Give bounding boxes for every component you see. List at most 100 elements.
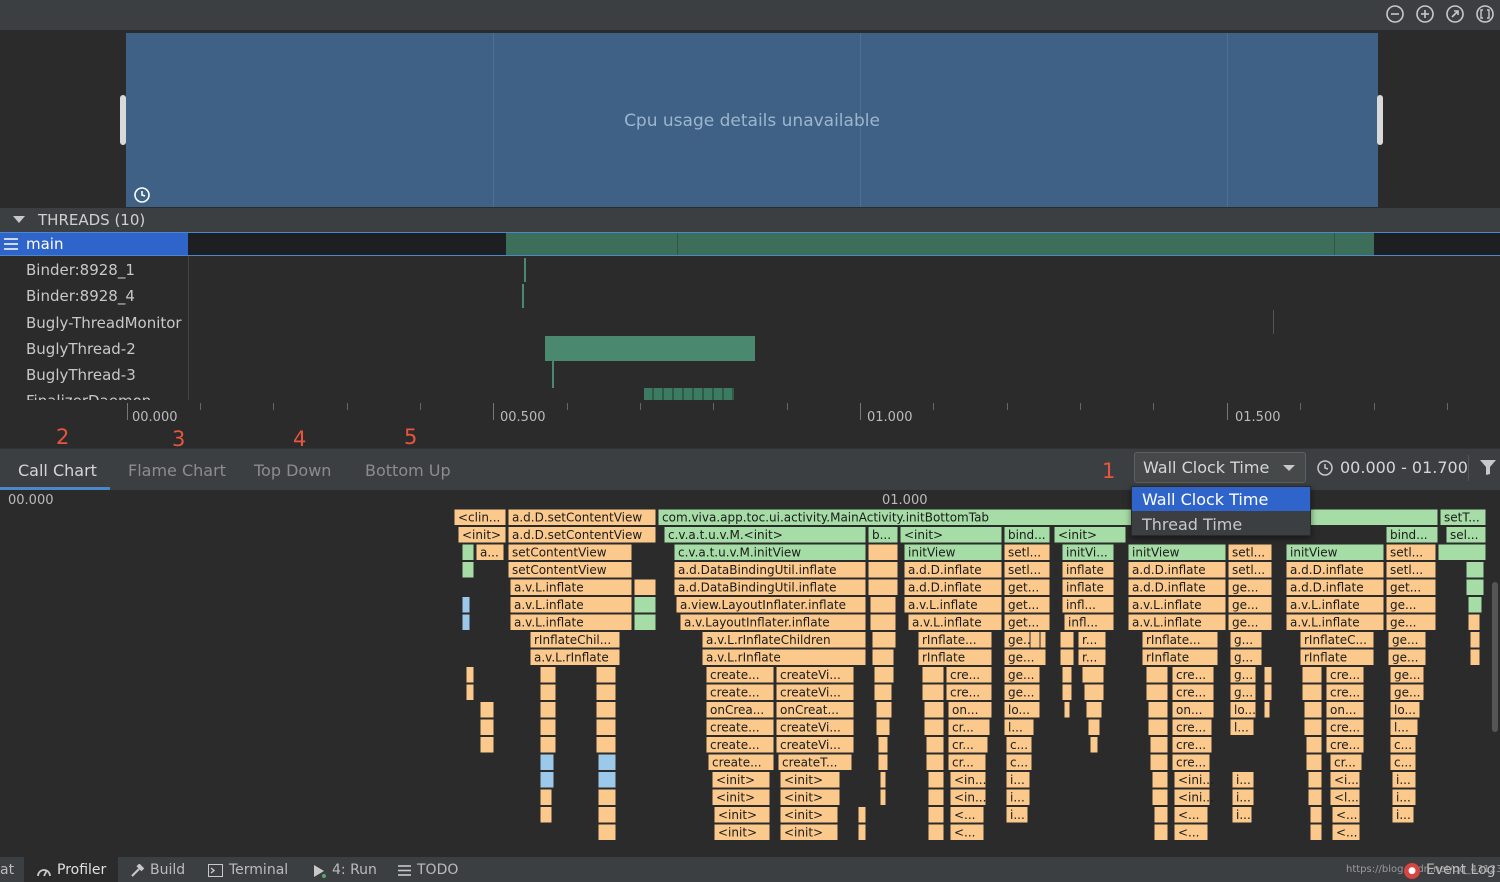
call-frame-rect[interactable] [1385,543,1437,561]
call-frame-rect[interactable] [1003,666,1041,684]
call-frame-rect[interactable] [1085,701,1103,719]
call-frame-rect[interactable] [711,788,771,806]
call-frame[interactable] [597,788,617,806]
call-frame[interactable] [1263,666,1273,684]
call-frame-rect[interactable] [539,753,555,771]
call-frame-rect[interactable] [927,806,945,824]
call-frame[interactable] [1303,718,1323,736]
call-frame[interactable] [1145,683,1169,701]
thread-label[interactable]: Binder:8928_4 [26,287,135,305]
call-frame[interactable]: createVi... [775,736,855,754]
call-frame[interactable] [1303,701,1323,719]
call-frame[interactable]: r... [1077,631,1107,649]
call-frame[interactable] [1063,701,1071,719]
call-frame-rect[interactable] [1061,543,1115,561]
call-frame-rect[interactable] [903,578,1003,596]
call-frame[interactable] [1083,683,1105,701]
call-frame[interactable] [1437,543,1487,561]
call-frame[interactable]: createVi... [775,666,855,684]
call-frame[interactable]: initVi... [1061,543,1115,561]
call-frame-rect[interactable] [597,771,617,789]
call-frame[interactable]: <... [949,806,985,824]
call-frame[interactable]: c... [1005,736,1033,754]
call-frame-rect[interactable] [1229,666,1257,684]
call-frame[interactable]: get... [1003,578,1051,596]
call-frame-rect[interactable] [1173,823,1209,841]
call-frame[interactable] [871,631,897,649]
call-frame[interactable]: cr... [947,736,989,754]
call-frame[interactable]: <init> [899,526,1003,544]
call-frame[interactable] [597,753,617,771]
call-frame[interactable]: setl... [1003,561,1051,579]
call-frame-rect[interactable] [465,666,475,684]
call-frame[interactable] [1059,648,1075,666]
call-frame-rect[interactable] [1285,561,1385,579]
call-frame[interactable] [633,578,657,596]
call-frame[interactable] [595,701,617,719]
call-frame-rect[interactable] [1329,788,1361,806]
call-frame[interactable] [869,596,897,614]
call-frame[interactable] [927,806,945,824]
call-frame-rect[interactable] [873,683,893,701]
call-frame[interactable] [1153,823,1169,841]
call-frame[interactable]: get... [1385,578,1437,596]
call-frame[interactable] [1305,753,1323,771]
call-frame-rect[interactable] [1389,753,1417,771]
call-frame[interactable] [1149,736,1169,754]
call-frame[interactable]: <init> [779,771,841,789]
call-frame-rect[interactable] [509,613,633,631]
call-frame[interactable]: create... [705,736,775,754]
call-frame[interactable]: inflate [1061,561,1115,579]
call-frame[interactable]: a.view.LayoutInflater.inflate [675,596,867,614]
call-frame[interactable] [479,701,495,719]
call-frame-rect[interactable] [597,788,617,806]
call-frame-rect[interactable] [507,526,657,544]
call-frame[interactable] [1061,666,1073,684]
status-tab-profiler[interactable]: Profiler [57,862,107,878]
zoom-in-icon[interactable] [1414,3,1436,25]
call-frame-rect[interactable] [1127,543,1227,561]
call-frame[interactable] [539,753,555,771]
call-frame[interactable]: <l... [1329,788,1361,806]
call-frame[interactable] [1153,806,1169,824]
call-frame[interactable] [1081,666,1105,684]
call-frame-rect[interactable] [1003,526,1051,544]
call-frame-rect[interactable] [1325,736,1365,754]
call-frame[interactable] [479,736,495,754]
call-frame[interactable]: createVi... [775,718,855,736]
call-frame-rect[interactable] [775,701,855,719]
call-frame-rect[interactable] [1387,648,1427,666]
call-frame-rect[interactable] [1151,788,1169,806]
call-frame-rect[interactable] [1003,596,1051,614]
call-frame[interactable] [539,666,557,684]
call-frame[interactable] [1087,718,1101,736]
call-frame-rect[interactable] [705,666,775,684]
status-tab-terminal[interactable]: Terminal [229,862,289,878]
call-frame[interactable]: rInflate [1299,648,1375,666]
call-frame[interactable] [873,683,893,701]
call-frame[interactable]: <... [1173,823,1209,841]
call-frame[interactable]: createT... [777,753,853,771]
call-frame-rect[interactable] [903,543,1003,561]
call-frame[interactable]: a.v.L.inflate [1285,596,1385,614]
call-frame[interactable]: c.v.a.t.u.v.M.<init> [663,526,867,544]
call-frame-rect[interactable] [1309,823,1323,841]
call-frame-rect[interactable] [509,578,633,596]
call-frame[interactable]: setl... [1385,561,1437,579]
call-frame[interactable]: initView [903,543,1003,561]
call-frame[interactable]: cr... [1329,753,1363,771]
call-frame[interactable]: g... [1229,631,1263,649]
call-frame-rect[interactable] [597,806,617,824]
menu-item-thread-time[interactable]: Thread Time [1142,515,1243,534]
call-frame-rect[interactable] [597,823,617,841]
call-frame-rect[interactable] [705,701,775,719]
call-frame-rect[interactable] [633,578,657,596]
call-frame[interactable] [539,736,557,754]
call-frame[interactable]: c.v.a.t.u.v.M.initView [673,543,867,561]
call-frame-rect[interactable] [1301,683,1323,701]
call-frame-rect[interactable] [777,753,853,771]
call-frame-rect[interactable] [1229,631,1263,649]
call-frame[interactable]: <init> [457,526,507,544]
thread-label[interactable]: Bugly-ThreadMonitor [26,314,182,332]
call-frame-rect[interactable] [1151,771,1169,789]
